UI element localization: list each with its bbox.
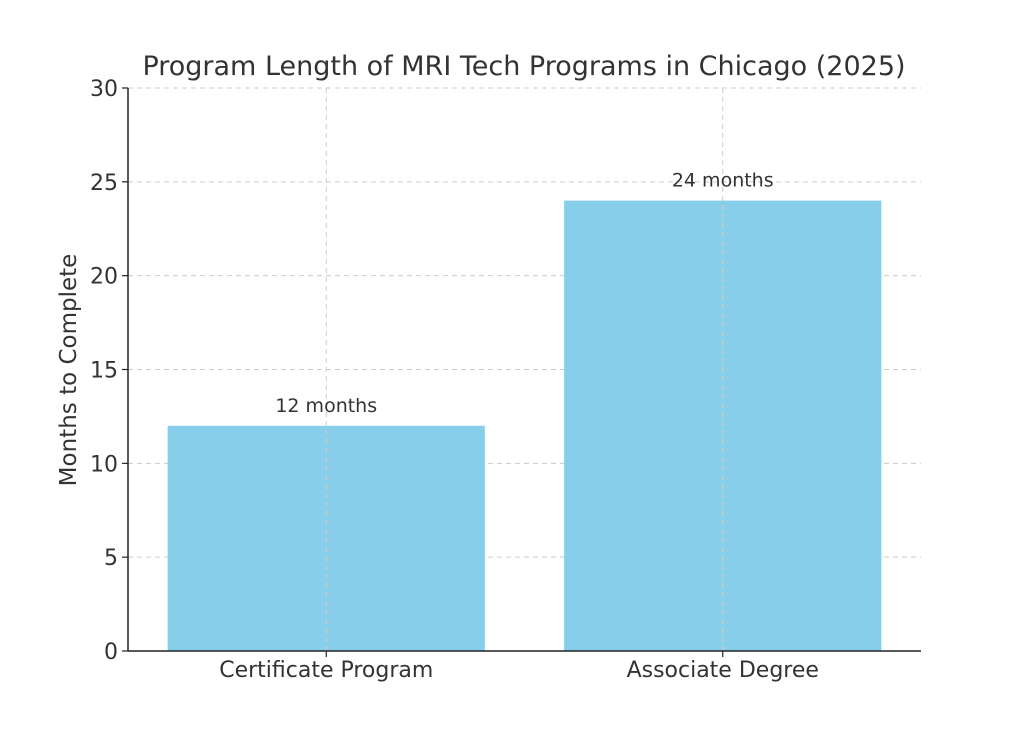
vertical-grid-lines — [325, 88, 724, 651]
x-tick-label: Certificate Program — [219, 658, 433, 683]
y-tick-label: 0 — [104, 640, 118, 665]
data-label: 12 months — [275, 395, 377, 417]
y-tick-label: 30 — [90, 77, 118, 102]
x-tick-label: Associate Degree — [627, 658, 819, 683]
y-tick-label: 10 — [90, 452, 118, 477]
y-tick-label: 25 — [90, 171, 118, 196]
y-axis-label: Months to Complete — [56, 254, 82, 487]
y-tick-label: 15 — [90, 359, 118, 384]
y-tick-label: 5 — [104, 546, 118, 571]
data-label: 24 months — [672, 170, 774, 192]
chart-title: Program Length of MRI Tech Programs in C… — [142, 51, 905, 82]
y-tick-label: 20 — [90, 265, 118, 290]
axes — [122, 87, 921, 657]
bars — [167, 200, 882, 651]
data-labels: 12 months 24 months — [275, 170, 773, 417]
tick-labels: 0 5 10 15 20 25 30 Certificate Program Associate… — [90, 77, 819, 683]
